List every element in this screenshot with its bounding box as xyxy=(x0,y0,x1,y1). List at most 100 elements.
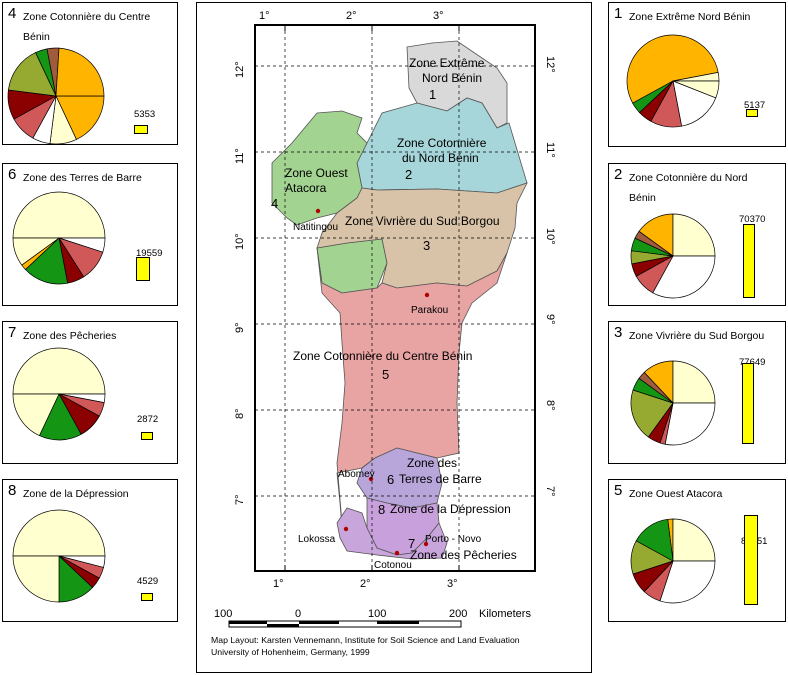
pie-chart xyxy=(12,191,106,285)
panel-zone-8: 8 Zone de la Dépression 4529 xyxy=(2,479,178,622)
credit-line-2: University of Hohenheim, Germany, 1999 xyxy=(211,647,370,657)
pie-slice-green xyxy=(24,237,69,285)
lon-label-3-bottom: 3° xyxy=(447,578,458,590)
panel-title: Zone des Terres de Barre xyxy=(23,172,142,184)
zone-7-label: Zone des Pêcheries xyxy=(410,548,517,562)
town-natitingou: Natitingou xyxy=(293,222,338,233)
zone-6-label-line1: Zone des xyxy=(407,456,457,470)
pie-chart xyxy=(630,213,716,299)
count-bar xyxy=(743,224,755,298)
zone-7-number: 7 xyxy=(408,536,415,551)
pie-chart xyxy=(630,518,716,604)
pie-slice-cream xyxy=(672,518,716,562)
panel-zone-4: 4 Zone Cotonnière du Centre Bénin 5353 xyxy=(2,2,178,145)
town-natitingou-marker xyxy=(315,208,321,214)
zone-6-label-line2: Terres de Barre xyxy=(399,472,482,486)
zone-8-number: 8 xyxy=(378,502,385,517)
scale-label-200: 200 xyxy=(449,608,467,620)
pie-slice-cream xyxy=(12,237,61,266)
pie-slice-brown xyxy=(638,371,674,404)
lon-label-1-bottom: 1° xyxy=(273,578,284,590)
pie-slice-orange xyxy=(55,47,105,97)
town-abomey: Abomey xyxy=(338,469,375,480)
zone-2-number: 2 xyxy=(405,167,412,182)
panel-title: Zone Vivrière du Sud Borgou xyxy=(629,330,765,342)
pie-slice-cream xyxy=(672,360,716,404)
lat-label-10-right: 10° xyxy=(544,228,556,245)
zone-6-number: 6 xyxy=(387,472,394,487)
zone-7-area xyxy=(336,507,448,560)
map-frame: 1° 2° 3° 1° 2° 3° 12° 11° 10° 9° 8° 7° 1… xyxy=(196,2,592,673)
benin-map: 1° 2° 3° 1° 2° 3° 12° 11° 10° 9° 8° 7° 1… xyxy=(211,10,556,657)
panel-title: Zone Cotonnière du Centre Bénin xyxy=(23,11,151,43)
lat-label-7-right: 7° xyxy=(544,486,556,497)
zone-8-label: Zone de la Dépression xyxy=(390,502,511,516)
panel-number: 6 xyxy=(8,166,17,183)
pie-slice-olive xyxy=(7,52,57,97)
town-porto-novo: Porto - Novo xyxy=(425,534,482,545)
zone-4-label-line1: Zone Ouest xyxy=(285,166,348,180)
pie-slice-cream xyxy=(12,509,106,557)
lon-label-2-bottom: 2° xyxy=(360,578,371,590)
household-count: 5137 xyxy=(744,100,766,111)
panel-zone-6: 6 Zone des Terres de Barre 19559 xyxy=(2,163,178,306)
pie-chart xyxy=(626,34,720,128)
panel-title: Zone de la Dépression xyxy=(23,488,129,500)
panel-number: 3 xyxy=(614,324,623,341)
zone-5-label: Zone Cotonnière du Centre Bénin xyxy=(293,349,472,363)
panel-title: Zone Extrême Nord Bénin xyxy=(629,11,751,23)
pie-chart xyxy=(12,509,106,603)
pie-slice-white xyxy=(659,560,716,604)
town-porto-novo-marker xyxy=(423,541,429,547)
ticks xyxy=(284,25,460,571)
lat-label-10-left: 10° xyxy=(234,233,246,250)
pie-chart xyxy=(12,347,106,441)
lat-label-9-right: 9° xyxy=(544,314,556,325)
pie-slice-brown xyxy=(634,230,674,257)
town-cotonou-marker xyxy=(394,550,400,556)
graticule xyxy=(255,25,535,571)
count-bar xyxy=(746,109,758,117)
panel-zone-7: 7 Zone des Pêcheries 2872 xyxy=(2,321,178,464)
lat-label-8-right: 8° xyxy=(544,400,556,411)
zone-4-area xyxy=(271,110,368,226)
pie-slice-green xyxy=(632,80,674,113)
zone-4-label-line2: Atacora xyxy=(285,181,327,195)
panel-number: 2 xyxy=(614,166,623,183)
count-bar xyxy=(744,515,758,605)
count-bar xyxy=(136,257,150,281)
zone-5-number: 5 xyxy=(382,367,389,382)
household-count: 19559 xyxy=(136,248,163,259)
pie-chart xyxy=(630,360,716,446)
scale-label-0: 0 xyxy=(295,608,301,620)
zones xyxy=(271,40,528,560)
panel-title: Zone Cotonnière du Nord Bénin xyxy=(629,172,748,204)
panel-number: 7 xyxy=(8,324,17,341)
household-count: 2872 xyxy=(137,414,159,425)
household-count: 5353 xyxy=(134,109,156,120)
town-abomey-marker xyxy=(368,476,374,482)
pie-slice-cream xyxy=(12,191,106,239)
count-bar xyxy=(141,593,153,601)
pie-slice-cream xyxy=(12,393,60,437)
town-parakou: Parakou xyxy=(411,305,448,316)
zone-4-number: 4 xyxy=(271,196,278,211)
lon-label-2-top: 2° xyxy=(346,10,357,22)
count-bar xyxy=(141,432,153,440)
pie-slice-cream xyxy=(12,555,60,603)
household-count: 77649 xyxy=(739,357,765,368)
zone-1-label-line2: Nord Bénin xyxy=(422,71,482,85)
zone-2-label-line2: du Nord Bénin xyxy=(402,151,479,165)
panel-zone-3: 3 Zone Vivrière du Sud Borgou 77649 xyxy=(608,321,786,464)
lat-labels-left: 12° 11° 10° 9° 8° 7° xyxy=(234,61,246,505)
count-bar xyxy=(134,125,148,134)
pie-slice-orange xyxy=(626,34,719,104)
zone-3-label: Zone Vivrière du Sud Borgou xyxy=(345,214,500,228)
credit-line-1: Map Layout: Karsten Vennemann, Institute… xyxy=(211,635,520,645)
lat-labels-right: 12° 11° 10° 9° 8° 7° xyxy=(544,56,556,497)
town-cotonou: Cotonou xyxy=(374,560,412,571)
pie-slice-white xyxy=(652,255,716,299)
zone-3-number: 3 xyxy=(423,238,430,253)
pie-slice-green xyxy=(635,518,674,562)
